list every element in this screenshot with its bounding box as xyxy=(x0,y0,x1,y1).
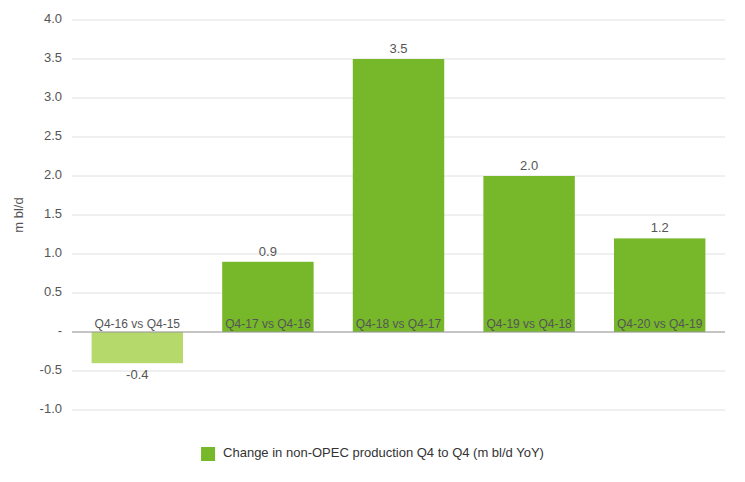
grid-line xyxy=(72,20,725,21)
bar xyxy=(483,176,574,332)
x-tick-label: Q4-17 vs Q4-16 xyxy=(225,317,311,331)
labels: -0.4 0.9 3.5 2.0 1.2 xyxy=(126,41,669,382)
y-tick-label: 3.0 xyxy=(44,89,62,104)
bar xyxy=(92,332,183,363)
bars xyxy=(92,59,706,363)
chart: -1.0-0.5-0.51.01.52.02.53.03.54.0m bl/d-… xyxy=(0,0,745,482)
y-tick-label: 2.5 xyxy=(44,128,62,143)
bar xyxy=(614,238,705,332)
x-tick-label: Q4-18 vs Q4-17 xyxy=(356,317,442,331)
bar xyxy=(222,262,313,332)
x-tick-label: Q4-16 vs Q4-15 xyxy=(95,317,181,331)
y-tick-label: 3.5 xyxy=(44,50,62,65)
y-axis: -1.0-0.5-0.51.01.52.02.53.03.54.0 xyxy=(40,11,62,416)
data-label: 0.9 xyxy=(259,244,277,259)
grid-line xyxy=(72,332,725,333)
x-tick-label: Q4-20 vs Q4-19 xyxy=(617,317,703,331)
y-tick-label: 1.5 xyxy=(44,206,62,221)
data-label: 3.5 xyxy=(389,41,407,56)
grid-line xyxy=(72,410,725,411)
legend-label: Change in non-OPEC production Q4 to Q4 (… xyxy=(223,445,544,460)
x-axis: Q4-16 vs Q4-15 Q4-17 vs Q4-16 Q4-18 vs Q4-… xyxy=(95,317,703,331)
y-axis-label: m bl/d xyxy=(11,197,26,232)
legend-swatch xyxy=(201,447,215,461)
zero-line xyxy=(72,332,725,333)
y-tick-label: 2.0 xyxy=(44,167,62,182)
data-label: 2.0 xyxy=(520,158,538,173)
bar xyxy=(353,59,444,332)
grid xyxy=(72,20,725,410)
x-tick-label: Q4-19 vs Q4-18 xyxy=(486,317,572,331)
y-tick-label: - xyxy=(58,323,62,338)
grid-line xyxy=(72,371,725,372)
y-tick-label: 1.0 xyxy=(44,245,62,260)
y-tick-label: 4.0 xyxy=(44,11,62,26)
y-tick-label: 0.5 xyxy=(44,284,62,299)
y-tick-label: -1.0 xyxy=(40,401,62,416)
data-label: 1.2 xyxy=(651,220,669,235)
legend: Change in non-OPEC production Q4 to Q4 (… xyxy=(201,445,544,461)
y-tick-label: -0.5 xyxy=(40,362,62,377)
data-label: -0.4 xyxy=(126,367,148,382)
